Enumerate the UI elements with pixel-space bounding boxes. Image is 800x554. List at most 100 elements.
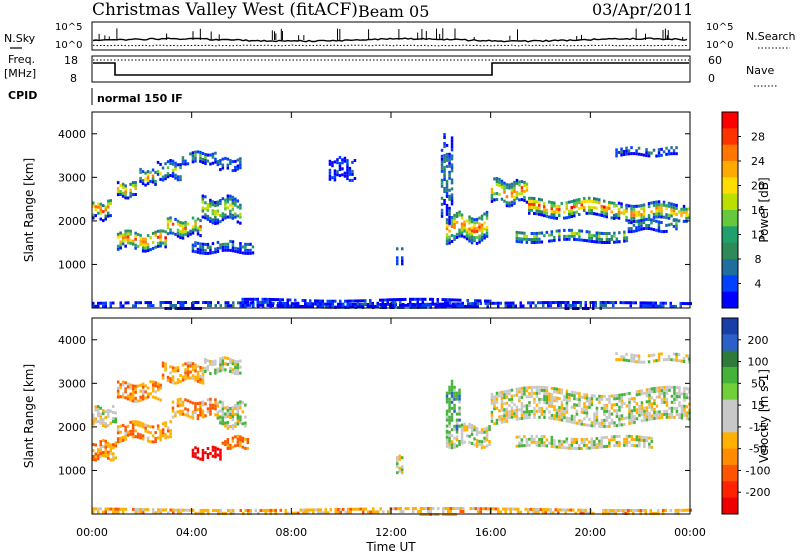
echo-cell [508, 398, 511, 402]
echo-cell [508, 186, 511, 190]
echo-cell [614, 509, 617, 512]
echo-cell [364, 299, 367, 303]
echo-cell [474, 507, 477, 511]
freq-unit-label: [MHz] [4, 67, 36, 80]
echo-cell [137, 508, 140, 511]
echo-cell [600, 418, 604, 422]
echo-cell [635, 210, 638, 214]
echo-cell [463, 428, 466, 432]
echo-cell [151, 383, 155, 387]
echo-cell [229, 407, 232, 410]
echo-cell [326, 299, 329, 303]
echo-cell [319, 508, 322, 512]
echo-cell [470, 220, 474, 224]
echo-cell [334, 508, 337, 511]
echo-cell [598, 445, 601, 449]
echo-cell [229, 159, 232, 162]
echo-cell [201, 454, 205, 458]
echo-cell [229, 370, 232, 373]
echo-cell [499, 510, 502, 514]
echo-cell [176, 410, 180, 414]
echo-cell [301, 299, 304, 302]
echo-cell [648, 436, 651, 440]
echo-cell [545, 407, 549, 411]
echo-cell [495, 180, 499, 183]
echo-cell [351, 178, 354, 182]
echo-cell [514, 507, 517, 511]
echo-cell [324, 305, 327, 309]
echo-cell [604, 508, 607, 512]
echo-cell [630, 210, 633, 214]
echo-cell [174, 414, 177, 418]
echo-cell [146, 395, 150, 399]
echo-cell [585, 408, 589, 412]
echo-cell [568, 420, 571, 424]
echo-cell [550, 416, 554, 420]
echo-cell [549, 511, 552, 515]
echo-cell [558, 397, 561, 401]
echo-cell [603, 394, 606, 398]
echo-cell [466, 305, 469, 308]
echo-cell [640, 413, 644, 417]
echo-cell [227, 509, 230, 512]
echo-cell [673, 400, 676, 404]
echo-cell [169, 228, 172, 232]
echo-cell [503, 417, 506, 421]
echo-cell [114, 441, 117, 445]
echo-cell [465, 219, 469, 223]
echo-cell [655, 395, 659, 399]
echo-cell [470, 238, 474, 242]
echo-cell [453, 445, 456, 449]
echo-cell [214, 404, 217, 408]
echo-cell [445, 212, 449, 216]
echo-cell [436, 301, 439, 304]
echo-cell [682, 360, 686, 363]
echo-cell [346, 299, 349, 303]
echo-cell [475, 441, 479, 445]
echo-cell [593, 415, 596, 419]
echo-cell [469, 302, 472, 306]
echo-cell [107, 415, 110, 418]
echo-cell [620, 399, 624, 403]
echo-cell [131, 390, 135, 394]
echo-cell [610, 210, 613, 214]
echo-cell [445, 164, 449, 168]
echo-cell [510, 191, 514, 195]
echo-cell [655, 212, 658, 216]
echo-cell [657, 151, 661, 155]
echo-cell [540, 385, 544, 389]
echo-cell [540, 409, 544, 413]
echo-cell [284, 511, 287, 515]
echo-cell [229, 215, 232, 219]
echo-cell [637, 210, 641, 214]
echo-cell [508, 410, 511, 414]
echo-cell [635, 226, 638, 230]
colorbar-segment [722, 112, 738, 129]
echo-cell [166, 175, 170, 179]
echo-cell [580, 410, 584, 414]
echo-cell [534, 508, 537, 511]
echo-cell [194, 301, 197, 304]
echo-cell [473, 224, 476, 228]
echo-cell [578, 235, 581, 239]
echo-cell [623, 230, 626, 234]
echo-cell [618, 231, 621, 235]
echo-cell [104, 214, 107, 218]
echo-cell [485, 213, 489, 217]
echo-cell [141, 243, 145, 247]
echo-cell [563, 228, 566, 232]
echo-cell [116, 431, 120, 435]
echo-cell [339, 305, 342, 309]
echo-cell [583, 209, 586, 212]
echo-cell [570, 393, 574, 397]
echo-cell [605, 215, 608, 219]
echo-cell [239, 248, 242, 251]
echo-cell [201, 248, 205, 252]
echo-cell [650, 402, 654, 406]
echo-cell [488, 440, 491, 443]
echo-cell [578, 238, 581, 242]
echo-cell [520, 189, 524, 193]
echo-cell [479, 510, 482, 514]
echo-cell [685, 405, 689, 409]
echo-cell [331, 164, 334, 168]
